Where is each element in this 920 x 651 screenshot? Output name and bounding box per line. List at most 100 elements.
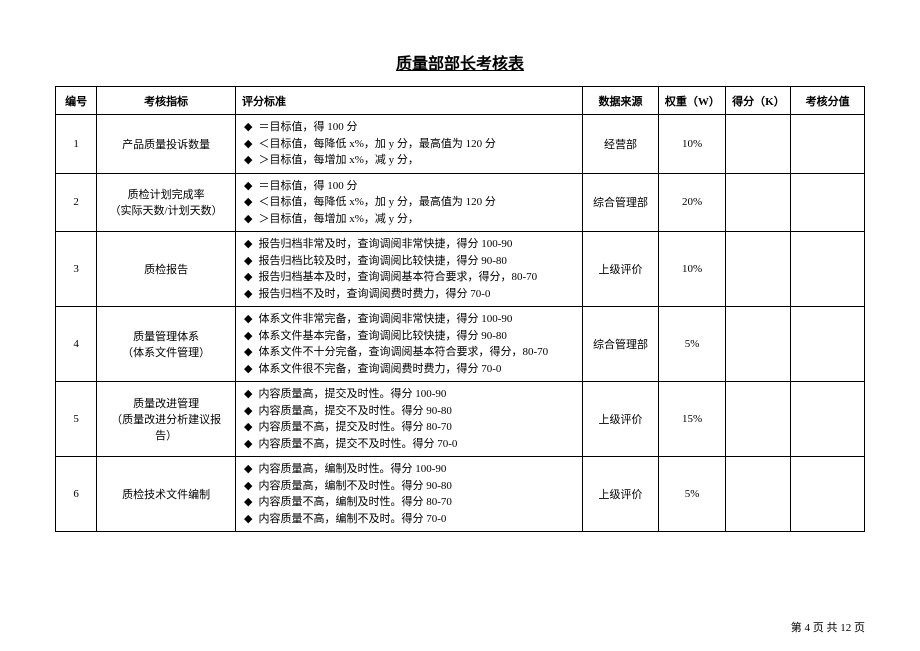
cell-value (791, 382, 865, 457)
criteria-bullet: ◆ 报告归档非常及时，查询调阅非常快捷，得分 100-90 (244, 236, 578, 253)
criteria-text: 内容质量不高，编制不及时。得分 70-0 (258, 511, 578, 528)
table-header-row: 编号 考核指标 评分标准 数据来源 权重（W） 得分（K） 考核分值 (56, 87, 865, 115)
cell-weight: 5% (658, 307, 725, 382)
cell-score (726, 382, 791, 457)
criteria-bullet: ◆ 内容质量不高，提交不及时性。得分 70-0 (244, 436, 578, 453)
criteria-text: 报告归档比较及时，查询调阅比较快捷，得分 90-80 (258, 253, 578, 270)
diamond-icon: ◆ (244, 178, 252, 195)
diamond-icon: ◆ (244, 436, 252, 453)
diamond-icon: ◆ (244, 494, 252, 511)
criteria-text: ＝目标值，得 100 分 (258, 119, 578, 136)
criteria-text: 体系文件非常完备，查询调阅非常快捷，得分 100-90 (258, 311, 578, 328)
cell-num: 1 (56, 115, 97, 174)
diamond-icon: ◆ (244, 236, 252, 253)
criteria-bullet: ◆ 内容质量不高，提交及时性。得分 80-70 (244, 419, 578, 436)
cell-source: 经营部 (583, 115, 659, 174)
criteria-bullet: ◆＜目标值，每降低 x%，加 y 分，最高值为 120 分 (244, 136, 578, 153)
cell-num: 5 (56, 382, 97, 457)
cell-indicator: 质检技术文件编制 (97, 457, 236, 532)
cell-score (726, 307, 791, 382)
diamond-icon: ◆ (244, 419, 252, 436)
cell-criteria: ◆ 体系文件非常完备，查询调阅非常快捷，得分 100-90◆体系文件基本完备，查询… (236, 307, 583, 382)
header-weight: 权重（W） (658, 87, 725, 115)
header-value: 考核分值 (791, 87, 865, 115)
criteria-text: 内容质量不高，提交不及时性。得分 70-0 (258, 436, 578, 453)
cell-num: 3 (56, 232, 97, 307)
cell-value (791, 173, 865, 232)
cell-num: 2 (56, 173, 97, 232)
diamond-icon: ◆ (244, 361, 252, 378)
criteria-text: 内容质量高，编制及时性。得分 100-90 (258, 461, 578, 478)
footer-suffix: 页 (854, 622, 865, 634)
diamond-icon: ◆ (244, 194, 252, 211)
header-score: 得分（K） (726, 87, 791, 115)
criteria-text: 内容质量不高，编制及时性。得分 80-70 (258, 494, 578, 511)
diamond-icon: ◆ (244, 344, 252, 361)
diamond-icon: ◆ (244, 119, 252, 136)
cell-score (726, 115, 791, 174)
cell-value (791, 115, 865, 174)
criteria-text: ＜目标值，每降低 x%，加 y 分，最高值为 120 分 (258, 194, 578, 211)
criteria-bullet: ◆内容质量高，提交不及时性。得分 90-80 (244, 403, 578, 420)
table-row: 3质检报告◆报告归档非常及时，查询调阅非常快捷，得分 100-90◆报告归档比较… (56, 232, 865, 307)
cell-source: 上级评价 (583, 457, 659, 532)
criteria-bullet: ◆ 内容质量高，提交及时性。得分 100-90 (244, 386, 578, 403)
diamond-icon: ◆ (244, 386, 252, 403)
criteria-bullet: ◆ ＞目标值，每增加 x%，减 y 分， (244, 211, 578, 228)
criteria-bullet: ◆ ＜目标值，每降低 x%，加 y 分，最高值为 120 分 (244, 194, 578, 211)
criteria-text: 内容质量不高，提交及时性。得分 80-70 (258, 419, 578, 436)
footer-middle: 页 共 (813, 622, 838, 634)
cell-source: 综合管理部 (583, 173, 659, 232)
criteria-text: 报告归档基本及时，查询调阅基本符合要求，得分，80-70 (258, 269, 578, 286)
table-row: 6质检技术文件编制◆内容质量高，编制及时性。得分 100-90◆内容质量高，编制… (56, 457, 865, 532)
cell-value (791, 457, 865, 532)
diamond-icon: ◆ (244, 478, 252, 495)
criteria-text: 报告归档非常及时，查询调阅非常快捷，得分 100-90 (258, 236, 578, 253)
table-body: 1产品质量投诉数量◆＝目标值，得 100 分◆＜目标值，每降低 x%，加 y 分… (56, 115, 865, 532)
diamond-icon: ◆ (244, 269, 252, 286)
cell-score (726, 457, 791, 532)
cell-indicator: 质检计划完成率（实际天数/计划天数） (97, 173, 236, 232)
diamond-icon: ◆ (244, 461, 252, 478)
criteria-bullet: ◆体系文件基本完备，查询调阅比较快捷，得分 90-80 (244, 328, 578, 345)
cell-indicator: 质量管理体系（体系文件管理） (97, 307, 236, 382)
criteria-bullet: ◆内容质量高，编制不及时性。得分 90-80 (244, 478, 578, 495)
criteria-bullet: ◆ 体系文件很不完备，查询调阅费时费力，得分 70-0 (244, 361, 578, 378)
criteria-text: 内容质量高，提交及时性。得分 100-90 (258, 386, 578, 403)
criteria-text: 体系文件很不完备，查询调阅费时费力，得分 70-0 (258, 361, 578, 378)
criteria-bullet: ◆ 内容质量高，编制及时性。得分 100-90 (244, 461, 578, 478)
table-row: 4质量管理体系（体系文件管理）◆体系文件非常完备，查询调阅非常快捷，得分 100… (56, 307, 865, 382)
cell-criteria: ◆ 内容质量高，提交及时性。得分 100-90◆内容质量高，提交不及时性。得分 9… (236, 382, 583, 457)
criteria-text: ＞目标值，每增加 x%，减 y 分， (258, 211, 578, 228)
diamond-icon: ◆ (244, 403, 252, 420)
criteria-bullet: ◆ 体系文件不十分完备，查询调阅基本符合要求，得分，80-70 (244, 344, 578, 361)
diamond-icon: ◆ (244, 152, 252, 169)
table-row: 5质量改进管理（质量改进分析建议报告）◆内容质量高，提交及时性。得分 100-9… (56, 382, 865, 457)
criteria-bullet: ◆＞目标值，每增加 x%，减 y 分， (244, 152, 578, 169)
page-title: 质量部部长考核表 (55, 50, 865, 74)
footer-total-pages: 12 (840, 622, 851, 634)
cell-criteria: ◆＝目标值，得 100 分◆＜目标值，每降低 x%，加 y 分，最高值为 120… (236, 115, 583, 174)
criteria-bullet: ◆ 内容质量不高，编制不及时。得分 70-0 (244, 511, 578, 528)
criteria-text: 体系文件不十分完备，查询调阅基本符合要求，得分，80-70 (258, 344, 578, 361)
diamond-icon: ◆ (244, 253, 252, 270)
criteria-bullet: ◆ 内容质量不高，编制及时性。得分 80-70 (244, 494, 578, 511)
diamond-icon: ◆ (244, 511, 252, 528)
cell-weight: 10% (658, 115, 725, 174)
cell-score (726, 173, 791, 232)
cell-criteria: ◆ 内容质量高，编制及时性。得分 100-90◆内容质量高，编制不及时性。得分 9… (236, 457, 583, 532)
diamond-icon: ◆ (244, 211, 252, 228)
cell-criteria: ◆＝目标值，得 100 分◆＜目标值，每降低 x%，加 y 分，最高值为 120… (236, 173, 583, 232)
criteria-bullet: ◆ 报告归档基本及时，查询调阅基本符合要求，得分，80-70 (244, 269, 578, 286)
cell-score (726, 232, 791, 307)
cell-indicator: 产品质量投诉数量 (97, 115, 236, 174)
criteria-bullet: ◆＝目标值，得 100 分 (244, 178, 578, 195)
header-indicator: 考核指标 (97, 87, 236, 115)
cell-source: 综合管理部 (583, 307, 659, 382)
cell-weight: 10% (658, 232, 725, 307)
footer-prefix: 第 (791, 622, 802, 634)
criteria-bullet: ◆报告归档不及时，查询调阅费时费力，得分 70-0 (244, 286, 578, 303)
criteria-text: ＜目标值，每降低 x%，加 y 分，最高值为 120 分 (258, 136, 578, 153)
page-footer: 第 4 页 共 12 页 (791, 619, 865, 635)
diamond-icon: ◆ (244, 311, 252, 328)
